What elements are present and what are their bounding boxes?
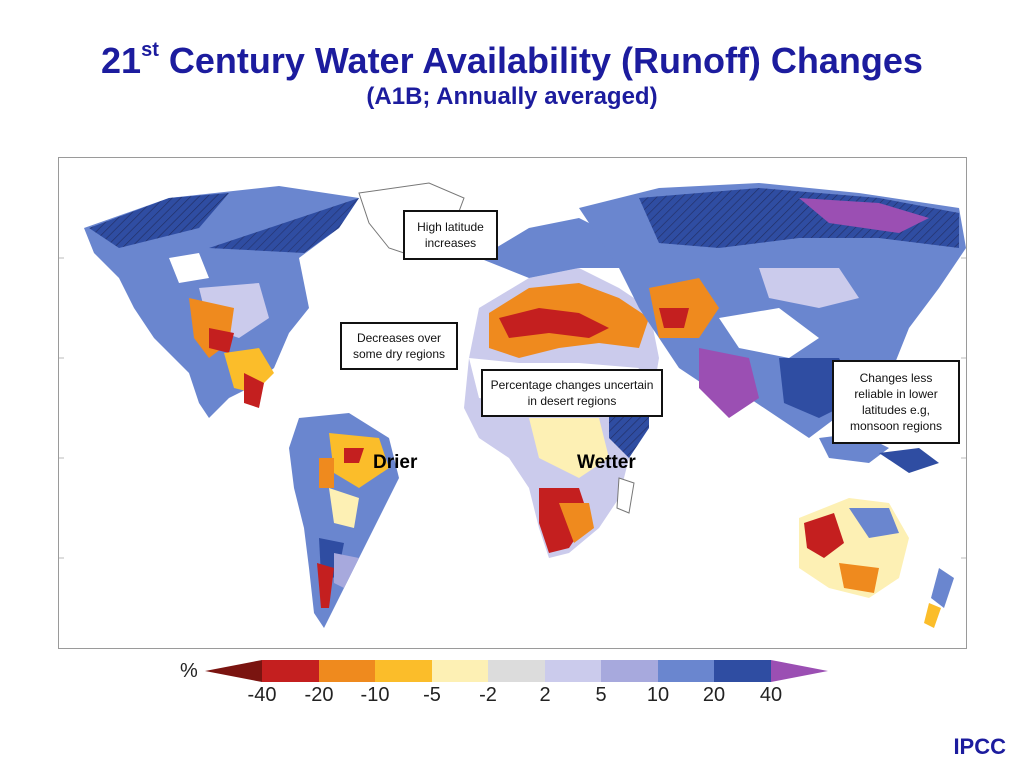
legend-swatch <box>488 660 545 682</box>
legend-tick: -2 <box>479 684 497 706</box>
legend-tick: 2 <box>539 684 551 706</box>
callout-high-latitude: High latitude increases <box>403 210 498 260</box>
legend-tick: 10 <box>646 684 670 706</box>
source-label: IPCC <box>953 734 1006 759</box>
legend-swatch <box>714 660 771 682</box>
legend-tick: 20 <box>702 684 726 706</box>
legend-ticks: -40 -20 -10 -5 -2 2 5 10 20 40 <box>0 684 1024 714</box>
legend-tick: 5 <box>595 684 607 706</box>
legend-tick: -20 <box>304 684 334 706</box>
label-wetter: Wetter <box>577 452 636 473</box>
legend-unit: % <box>180 660 198 682</box>
label-drier: Drier <box>373 452 418 473</box>
legend-swatch <box>658 660 714 682</box>
legend-swatch <box>432 660 488 682</box>
page-subtitle: (A1B; Annually averaged) <box>366 83 658 110</box>
page-title: 21st Century Water Availability (Runoff)… <box>101 39 923 81</box>
callout-low-latitudes: Changes less reliable in lower latitudes… <box>832 360 960 444</box>
legend-tick: 40 <box>759 684 783 706</box>
legend-tick: -5 <box>423 684 441 706</box>
callout-desert-regions: Percentage changes uncertain in desert r… <box>481 369 663 417</box>
legend-swatch-low-arrow <box>205 660 262 682</box>
legend-swatch <box>319 660 375 682</box>
legend-swatch <box>262 660 319 682</box>
legend-colorbar <box>205 660 828 682</box>
world-runoff-map: High latitude increases Decreases over s… <box>58 157 967 649</box>
legend-swatch <box>545 660 601 682</box>
legend-swatch <box>375 660 432 682</box>
legend-swatch <box>601 660 658 682</box>
legend-tick: -10 <box>360 684 390 706</box>
legend-swatch-high-arrow <box>771 660 828 682</box>
callout-dry-regions: Decreases over some dry regions <box>340 322 458 370</box>
legend-tick: -40 <box>247 684 277 706</box>
